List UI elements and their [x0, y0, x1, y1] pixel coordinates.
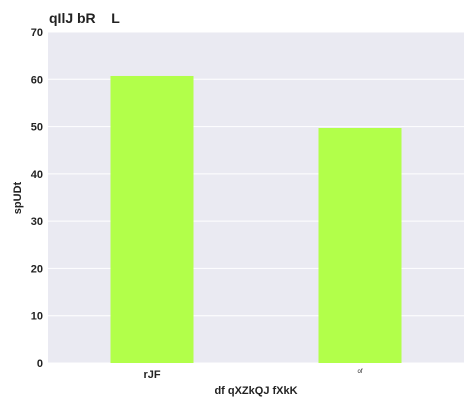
y-tick-label: 0	[37, 358, 43, 370]
bar-of	[319, 128, 402, 363]
y-tick-label: 20	[31, 263, 43, 275]
y-tick-label: 70	[31, 27, 43, 39]
y-tick-label: 40	[31, 169, 43, 181]
x-axis-label: df qXZkQJ fXkK	[214, 385, 297, 397]
x-tick-labels: rJF of	[143, 369, 362, 381]
y-tick-label: 60	[31, 74, 43, 86]
bar-rJF	[111, 76, 194, 363]
y-tick-labels: 0 10 20 30 40 50 60 70	[31, 27, 43, 370]
x-tick-label: rJF	[143, 369, 160, 381]
y-tick-label: 30	[31, 216, 43, 228]
y-tick-label: 10	[31, 311, 43, 323]
plot-background	[48, 32, 464, 363]
y-tick-label: 50	[31, 122, 43, 134]
y-axis-label: spUDt	[12, 181, 24, 214]
x-tick-label: of	[357, 369, 362, 375]
chart-title: qIlJ bR L	[49, 10, 120, 26]
